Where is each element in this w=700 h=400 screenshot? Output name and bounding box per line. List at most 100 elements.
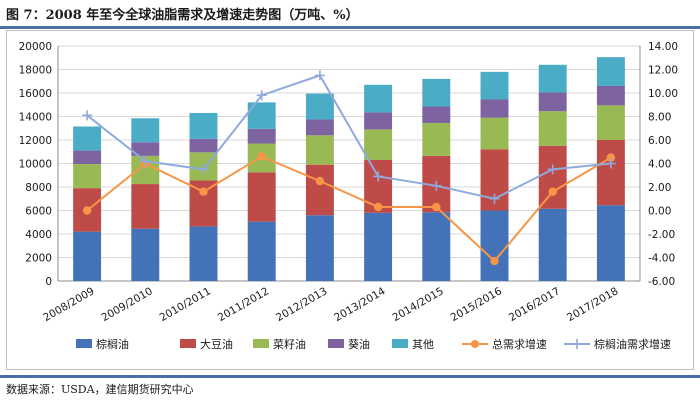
right-tick-label: 10.00 — [648, 88, 678, 100]
left-tick-label: 10000 — [19, 159, 52, 171]
bar-segment-2 — [189, 226, 218, 281]
bar-segment-4 — [305, 215, 334, 281]
line-point — [548, 187, 557, 196]
line-point — [431, 180, 442, 191]
bar-segment-9 — [596, 205, 625, 281]
line-series-1 — [86, 74, 612, 200]
figure-title: 图 7：2008 年至今全球油脂需求及增速走势图（万吨、%） — [6, 8, 359, 23]
bar-segment-7 — [480, 99, 509, 118]
bar-segment-9 — [596, 85, 625, 106]
line-point — [605, 158, 616, 169]
legend-label: 棕榈油需求增速 — [594, 337, 671, 351]
line-point — [489, 193, 500, 204]
right-tick-label: 0.00 — [648, 206, 671, 218]
bar-segment-7 — [480, 210, 509, 281]
bar-segment-3 — [247, 221, 276, 281]
left-tick-label: 18000 — [19, 65, 52, 77]
bar-segment-9 — [596, 105, 625, 140]
right-tick-label: 2.00 — [648, 182, 671, 194]
line-point — [432, 202, 441, 212]
line-point — [82, 206, 92, 215]
line-point — [82, 110, 93, 121]
left-tick-label: 4000 — [25, 229, 52, 241]
left-tick-label: 12000 — [19, 135, 52, 147]
line-point — [314, 70, 325, 81]
legend-label: 其他 — [412, 338, 434, 351]
right-tick-label: 12.00 — [648, 65, 678, 77]
bar-segment-5 — [364, 84, 393, 113]
left-tick-label: 14000 — [19, 112, 52, 124]
bar-segment-8 — [538, 64, 567, 93]
x-tick-label: 2011/2012 — [216, 285, 271, 324]
left-tick-label: 20000 — [19, 41, 52, 53]
right-tick-label: -2.00 — [648, 229, 675, 241]
line-point — [315, 176, 325, 186]
x-tick-label: 2012/2013 — [274, 285, 329, 324]
bar-segment-1 — [131, 184, 160, 229]
x-tick-label: 2013/2014 — [332, 285, 388, 324]
legend-label: 大豆油 — [200, 337, 233, 351]
bar-segment-2 — [189, 138, 218, 153]
bar-segment-3 — [247, 128, 276, 144]
left-tick-label: 2000 — [25, 253, 52, 265]
bar-segment-8 — [538, 208, 567, 281]
right-tick-label: -4.00 — [648, 253, 675, 265]
x-tick-label: 2010/2011 — [158, 285, 213, 324]
left-tick-label: 16000 — [19, 88, 52, 100]
bar-segment-6 — [422, 106, 451, 123]
x-tick-label: 2017/2018 — [565, 285, 620, 324]
left-tick-label: 6000 — [25, 206, 52, 218]
bar-segment-0 — [73, 231, 102, 281]
right-tick-label: -6.00 — [648, 276, 675, 288]
line-point — [199, 187, 208, 196]
legend-swatch — [76, 339, 92, 348]
line-point — [606, 153, 616, 162]
footer-divider — [0, 375, 700, 378]
bar-segment-6 — [422, 78, 451, 107]
right-tick-label: 6.00 — [648, 135, 671, 147]
legend-label: 总需求增速 — [492, 337, 547, 351]
line-point — [373, 171, 384, 182]
bar-segment-4 — [305, 119, 334, 136]
legend-label: 菜籽油 — [273, 337, 306, 351]
legend-label: 葵油 — [348, 337, 370, 351]
legend-swatch — [180, 339, 196, 348]
legend-swatch — [253, 339, 269, 348]
line-point — [490, 256, 499, 266]
legend-marker — [572, 339, 582, 349]
x-tick-label: 2009/2010 — [99, 285, 154, 324]
bar-segment-8 — [538, 145, 567, 209]
bar-segment-8 — [538, 92, 567, 112]
line-point — [373, 202, 383, 212]
bar-segment-0 — [73, 150, 102, 165]
line-series-0 — [86, 155, 612, 263]
bar-segment-1 — [131, 118, 160, 143]
legend-swatch — [392, 339, 408, 348]
bar-segment-6 — [422, 122, 451, 156]
x-tick-label: 2014/2015 — [390, 285, 445, 324]
chart-frame — [6, 30, 694, 370]
bar-segment-9 — [596, 140, 625, 206]
source-note: 数据来源：USDA，建信期货研究中心 — [6, 383, 194, 396]
bar-segment-8 — [538, 111, 567, 146]
right-tick-label: 8.00 — [648, 112, 671, 124]
legend-marker — [471, 340, 479, 348]
bar-segment-7 — [480, 71, 509, 100]
bar-segment-7 — [480, 117, 509, 150]
x-tick-label: 2016/2017 — [507, 285, 562, 324]
line-point — [257, 152, 266, 161]
left-tick-label: 8000 — [25, 182, 52, 194]
legend-label: 棕榈油 — [96, 337, 129, 351]
bar-segment-4 — [305, 93, 334, 120]
line-point — [140, 156, 151, 167]
line-point — [256, 90, 267, 101]
x-tick-label: 2015/2016 — [449, 285, 505, 324]
bar-segment-0 — [73, 164, 102, 189]
figure-header: 图 7：2008 年至今全球油脂需求及增速走势图（万吨、%） — [0, 0, 700, 29]
legend-swatch — [328, 339, 344, 348]
bar-segment-2 — [189, 112, 218, 139]
bar-segment-6 — [422, 212, 451, 281]
bar-segment-1 — [131, 228, 160, 281]
bar-segment-4 — [305, 164, 334, 216]
